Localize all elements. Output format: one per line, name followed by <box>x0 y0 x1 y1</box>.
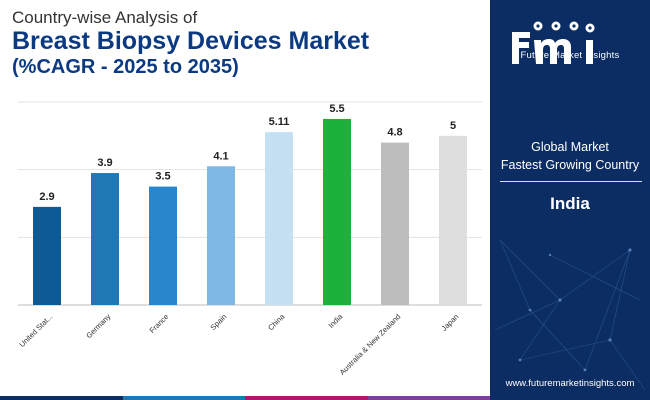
data-label: 4.1 <box>213 150 228 162</box>
chart-title-line1: Country-wise Analysis of <box>12 8 198 27</box>
x-tick-label: China <box>266 311 287 332</box>
chart-header: Country-wise Analysis of Breast Biopsy D… <box>12 8 482 79</box>
fmi-logo <box>512 21 595 64</box>
chart-subtitle: (%CAGR - 2025 to 2035) <box>12 56 239 78</box>
data-label: 5.11 <box>269 116 290 128</box>
bar-india <box>323 118 351 306</box>
bar-chart: 2.9 United Stat... 3.9 Germany 3.5 France 4.1 S… <box>17 101 482 377</box>
logo-text: Future Market Insights <box>520 50 620 61</box>
chart-area: 2.9 United Stat... 3.9 Germany 3.5 France 4.1 S… <box>17 101 482 377</box>
x-tick-label: India <box>327 311 345 329</box>
bar-japan <box>439 135 467 305</box>
bar-france <box>149 186 177 305</box>
x-tick-label: Spain <box>208 312 228 332</box>
fastest-growing-country: India <box>550 194 590 213</box>
data-label: 5 <box>450 120 456 132</box>
x-tick-label: Germany <box>84 312 112 340</box>
data-label: 3.5 <box>155 171 170 183</box>
chart-title-line2: Breast Biopsy Devices Market <box>12 27 370 55</box>
sidebar-fastest-growing-label: Fastest Growing Country <box>500 158 640 172</box>
sidebar-global-market-label: Global Market <box>531 140 609 154</box>
x-tick-label: Australia & New Zealand <box>338 312 403 377</box>
sidebar: Future Market Insights Global Market Fas… <box>490 0 650 400</box>
bar-germany <box>91 173 119 305</box>
network-background-graphic <box>494 239 646 391</box>
data-label: 5.5 <box>329 103 344 115</box>
bar-china <box>265 132 293 305</box>
data-label: 3.9 <box>97 157 112 169</box>
x-tick-label: Japan <box>440 312 461 333</box>
bottom-bar-segment <box>0 396 123 400</box>
bar-united-stat <box>33 206 61 305</box>
sidebar-divider <box>500 181 642 182</box>
bottom-color-bar <box>0 396 490 400</box>
bottom-bar-segment <box>245 396 368 400</box>
x-tick-label: United Stat... <box>17 312 54 349</box>
x-tick-label: France <box>148 312 171 335</box>
bottom-bar-segment <box>122 396 245 400</box>
bottom-bar-segment <box>367 396 490 400</box>
data-label: 4.8 <box>387 127 402 139</box>
data-label: 2.9 <box>39 191 54 203</box>
bar-spain <box>207 166 235 305</box>
website-url[interactable]: www.futuremarketinsights.com <box>505 378 635 389</box>
bar-australia-new-zealand <box>381 142 409 305</box>
